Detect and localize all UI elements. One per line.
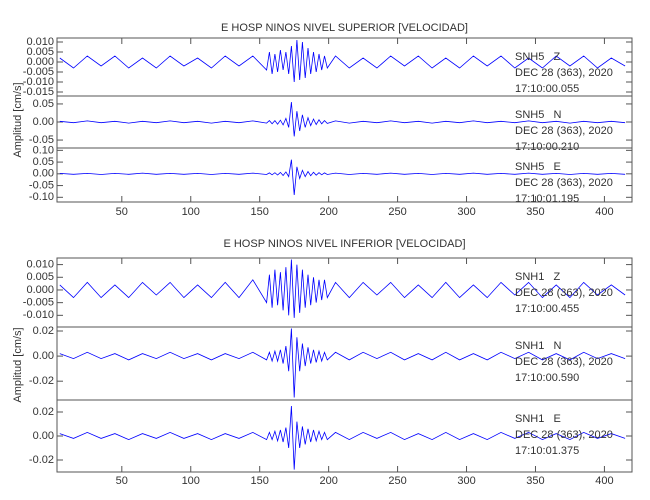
waveform [59, 39, 626, 83]
y-tick-label: -0.005 [23, 297, 54, 309]
y-tick-label: -0.05 [29, 179, 54, 191]
x-tick-label: 50 [116, 206, 128, 218]
waveform [59, 328, 626, 398]
plot-frame [56, 37, 633, 203]
x-tick-label: 200 [319, 206, 337, 218]
waveform [59, 102, 626, 137]
record-date: DEC 28 (363), 2020 [515, 67, 613, 79]
y-tick-label: 0.010 [26, 36, 54, 48]
record-time: 17:10:01.195 [515, 193, 579, 205]
station-name: SNH5 Z [515, 51, 561, 63]
record-date: DEC 28 (363), 2020 [515, 429, 613, 441]
y-tick-label: 0.00 [33, 168, 54, 180]
y-axis-label: Amplitud [cm/s] [12, 327, 24, 402]
x-tick-label: 250 [388, 475, 406, 487]
record-time: 17:10:00.210 [515, 141, 579, 153]
plot-frame [56, 257, 633, 473]
y-axis-label: Amplitud [cm/s] [12, 82, 24, 157]
record-time: 17:10:00.055 [515, 83, 579, 95]
station-name: SNH5 E [515, 161, 561, 173]
waveform [59, 259, 626, 318]
y-tick-label: 0.10 [33, 144, 54, 156]
y-tick-label: -0.005 [23, 66, 54, 78]
y-tick-label: 0.00 [33, 116, 54, 128]
record-date: DEC 28 (363), 2020 [515, 177, 613, 189]
record-date: DEC 28 (363), 2020 [515, 125, 613, 137]
y-tick-label: 0.02 [33, 325, 54, 337]
y-tick-label: 0.005 [26, 271, 54, 283]
x-tick-label: 100 [182, 475, 200, 487]
y-tick-label: 0.005 [26, 46, 54, 58]
record-date: DEC 28 (363), 2020 [515, 356, 613, 368]
record-time: 17:10:00.455 [515, 303, 579, 315]
y-tick-label: -0.010 [23, 76, 54, 88]
x-tick-label: 150 [251, 475, 269, 487]
y-tick-label: 0.05 [33, 156, 54, 168]
record-time: 17:10:01.375 [515, 445, 579, 457]
y-tick-label: 0.000 [26, 56, 54, 68]
y-tick-label: -0.010 [23, 309, 54, 321]
waveform [59, 159, 626, 196]
y-tick-label: -0.02 [29, 454, 54, 466]
y-tick-label: -0.05 [29, 134, 54, 146]
panel-title: E HOSP NINOS NIVEL INFERIOR [VELOCIDAD] [223, 238, 465, 250]
y-tick-label: -0.10 [29, 191, 54, 203]
x-tick-label: 300 [457, 475, 475, 487]
x-tick-label: 350 [526, 206, 544, 218]
y-tick-label: 0.00 [33, 430, 54, 442]
y-tick-label: -0.02 [29, 375, 54, 387]
y-tick-label: 0.02 [33, 406, 54, 418]
station-name: SNH5 N [515, 109, 562, 121]
x-tick-label: 350 [526, 475, 544, 487]
station-name: SNH1 E [515, 413, 561, 425]
x-tick-label: 150 [251, 206, 269, 218]
record-time: 17:10:00.590 [515, 372, 579, 384]
x-tick-label: 300 [457, 206, 475, 218]
record-date: DEC 28 (363), 2020 [515, 287, 613, 299]
y-tick-label: 0.000 [26, 284, 54, 296]
y-tick-label: -0.015 [23, 86, 54, 98]
y-tick-label: 0.010 [26, 259, 54, 271]
y-tick-label: 0.05 [33, 98, 54, 110]
x-tick-label: 200 [319, 475, 337, 487]
x-tick-label: 250 [388, 206, 406, 218]
x-tick-label: 100 [182, 206, 200, 218]
panel-title: E HOSP NINOS NIVEL SUPERIOR [VELOCIDAD] [221, 22, 468, 34]
x-tick-label: 50 [116, 475, 128, 487]
station-name: SNH1 N [515, 340, 562, 352]
station-name: SNH1 Z [515, 271, 561, 283]
x-tick-label: 400 [595, 475, 613, 487]
waveform [59, 405, 626, 470]
x-tick-label: 400 [595, 206, 613, 218]
y-tick-label: 0.00 [33, 350, 54, 362]
